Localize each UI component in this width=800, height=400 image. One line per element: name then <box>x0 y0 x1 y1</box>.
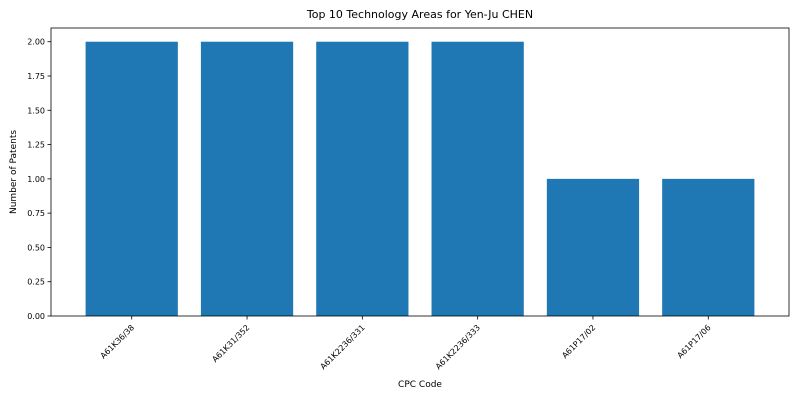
y-tick-label: 1.00 <box>27 175 45 184</box>
y-tick-label: 0.75 <box>27 209 45 218</box>
chart-title: Top 10 Technology Areas for Yen-Ju CHEN <box>306 8 533 21</box>
bar-1 <box>201 42 293 316</box>
y-tick-label: 0.50 <box>27 243 45 252</box>
y-tick-label: 1.75 <box>27 72 45 81</box>
bar-5 <box>662 179 754 316</box>
y-axis-label: Number of Patents <box>9 130 19 214</box>
y-tick-label: 1.25 <box>27 141 45 150</box>
y-tick-label: 0.00 <box>27 312 45 321</box>
y-tick-label: 0.25 <box>27 278 45 287</box>
bar-3 <box>432 42 524 316</box>
y-tick-label: 1.50 <box>27 106 45 115</box>
x-axis-ticks: A61K36/38 A61K31/352 A61K2236/331 A61K2236/… <box>99 316 713 371</box>
x-tick-label: A61P17/06 <box>676 323 713 360</box>
bar-4 <box>547 179 639 316</box>
x-tick-label: A61K36/38 <box>99 323 136 360</box>
y-tick-label: 2.00 <box>27 38 45 47</box>
bar-2 <box>316 42 408 316</box>
x-axis-label: CPC Code <box>398 380 442 390</box>
bar-0 <box>86 42 178 316</box>
y-axis-ticks: 0.00 0.25 0.50 0.75 1.00 1.25 1.50 1.75 2.00 <box>27 38 51 321</box>
x-tick-label: A61P17/02 <box>560 323 597 360</box>
x-tick-label: A61K31/352 <box>210 323 251 364</box>
bars-group <box>86 42 755 316</box>
x-tick-label: A61K2236/331 <box>319 323 367 371</box>
x-tick-label: A61K2236/333 <box>434 323 482 371</box>
